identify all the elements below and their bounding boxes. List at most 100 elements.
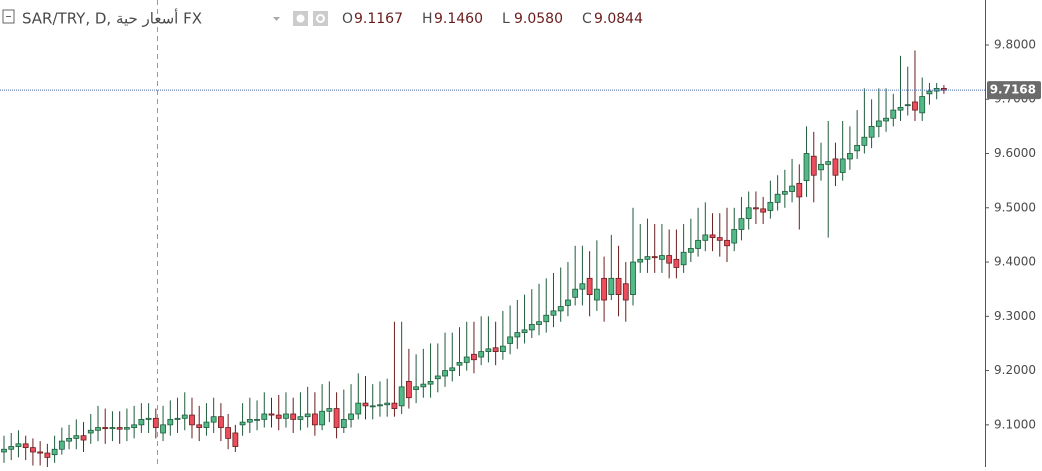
candle-body [131,424,138,428]
candle-body [593,288,600,301]
candle-body [413,386,420,390]
candle-body [369,405,376,408]
candle-body [15,443,22,447]
candle-body [304,413,311,418]
candle-body [478,351,485,358]
candle-body [283,413,289,419]
candle-body [210,416,217,423]
candle-body [471,353,477,361]
candle-body [181,414,188,419]
candle-body [919,96,926,114]
candle-body [738,218,745,230]
ohlc-value: 9.0580 [514,11,563,27]
candle-body [716,237,723,241]
candle-body [536,321,542,325]
candle-body [615,277,622,296]
candle-body [225,427,232,439]
y-tick-label: 9.4000 [994,255,1036,269]
dropdown-arrow[interactable] [273,17,280,21]
ohlc-label: L [502,11,510,27]
candle-body [1,448,7,453]
candle-body [8,446,15,450]
candle-body [724,239,730,247]
candle-body [239,421,246,426]
y-tick-label: 9.2000 [994,363,1036,377]
candle-body [22,443,29,449]
candle-body [666,255,673,264]
candle-body [579,283,586,290]
ohlc-label: C [582,11,592,27]
settings-button[interactable] [313,11,328,26]
candle-body [44,452,51,458]
candle-body [709,234,716,239]
candle-body [659,255,665,260]
y-tick-label: 9.3000 [994,309,1036,323]
candle-body [753,207,759,210]
candle-body [189,414,195,426]
candle-body [868,125,875,138]
candle-body [456,362,463,366]
candle-body [904,104,911,107]
candle-body [37,451,44,454]
candle-body [51,448,58,456]
candle-body [912,101,918,111]
candle-body [73,435,80,439]
candle-body [102,427,109,430]
candle-body [152,417,159,428]
candle-body [897,106,904,111]
candle-body [832,158,839,176]
candle-body [167,419,174,426]
candle-body [268,413,275,416]
last-price-box [987,81,1041,100]
candle-body [825,161,832,165]
gear-icon [316,14,325,23]
candle-body [319,410,326,426]
candle-body [485,348,492,352]
candle-body [601,277,607,301]
candle-body [875,120,882,127]
candle-body [297,416,304,420]
candle-body [731,229,738,244]
candle-body [261,413,268,420]
candle-body [810,155,817,176]
y-tick-label: 9.1000 [994,417,1036,431]
candle-body [644,256,651,260]
candle-body [543,314,550,323]
candle-body [217,416,224,428]
candle-body [434,375,441,380]
candle-body [630,261,636,296]
candle-body [854,144,861,152]
candle-body [124,427,130,430]
candle-body [232,432,239,447]
candle-body [377,404,383,407]
candle-body [818,163,824,171]
candle-body [926,90,933,95]
ohlc-value: 9.1460 [434,11,483,27]
candle-body [507,336,514,344]
ohlc-value: 9.0844 [594,11,643,27]
candle-body [774,193,781,203]
eye-icon [296,14,305,23]
candle-body [174,417,181,420]
candle-body [405,381,412,399]
candle-body [514,332,521,338]
candle-body [398,386,405,407]
ohlc-value: 9.1167 [354,11,403,27]
candle-body [58,440,65,450]
candle-body [80,435,87,441]
candle-body [847,153,853,160]
candle-body [254,419,260,421]
candle-body [767,201,774,211]
candle-body [246,419,253,423]
candle-body [340,419,347,428]
candle-body [608,277,615,296]
candle-body [803,153,810,182]
candle-body [499,345,506,352]
candle-body [861,136,868,146]
candle-body [66,438,72,442]
candle-body [565,299,571,306]
candle-body [463,356,470,363]
candle-body [160,424,166,434]
